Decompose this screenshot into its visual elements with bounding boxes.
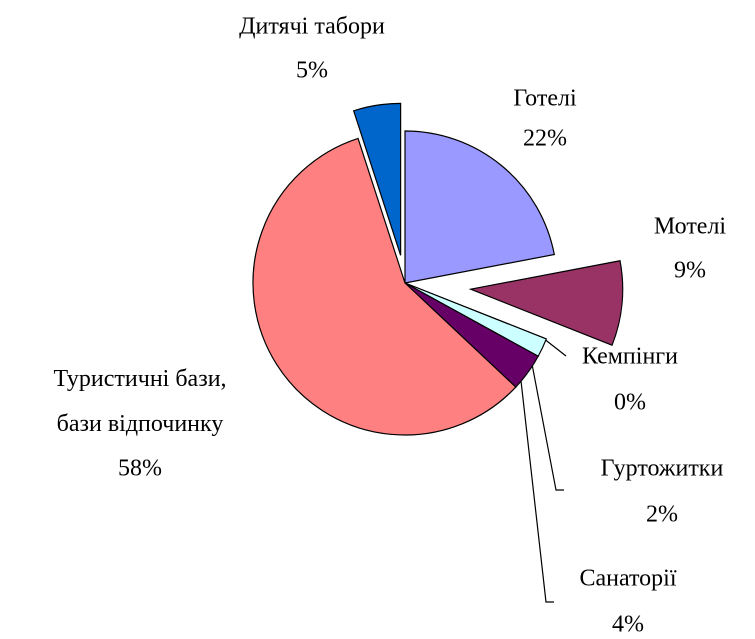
leader-line xyxy=(531,363,564,491)
value-label: 9% xyxy=(674,258,706,284)
leader-line xyxy=(542,337,567,357)
slice-label: Дитячі табори xyxy=(239,14,385,40)
slice-label: Готелі xyxy=(513,86,577,112)
slice-label: Туристичні бази, бази відпочинку xyxy=(53,366,226,437)
value-label: 2% xyxy=(646,502,678,528)
slice-label: Мотелі xyxy=(654,214,727,240)
value-label: 0% xyxy=(614,390,646,416)
value-label: 4% xyxy=(612,612,644,638)
pie-slice xyxy=(404,130,556,284)
value-label: 58% xyxy=(118,456,162,482)
pie-slice xyxy=(352,102,402,256)
slice-label: Гуртожитки xyxy=(601,456,724,482)
slice-label: Санаторії xyxy=(579,566,676,592)
pie-slice xyxy=(468,260,624,346)
slice-label: Кемпінги xyxy=(582,344,678,370)
leader-line xyxy=(519,371,554,603)
pie-slice xyxy=(252,137,517,436)
value-label: 22% xyxy=(523,126,567,152)
value-label: 5% xyxy=(296,58,328,84)
